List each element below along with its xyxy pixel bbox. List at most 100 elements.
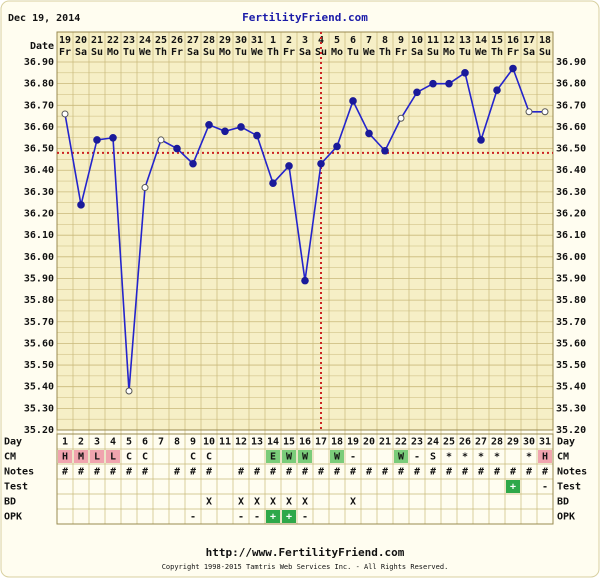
y-tick-label: 35.90: [556, 273, 586, 284]
weekday-label: Sa: [75, 47, 87, 58]
cell-text: #: [270, 467, 276, 478]
weekday-label: Tu: [123, 47, 135, 58]
day-number: 23: [411, 437, 423, 448]
copyright: Copyright 1998-2015 Tamtris Web Services…: [162, 563, 449, 571]
date-label: 24: [139, 35, 151, 46]
y-tick-label: 36.00: [24, 252, 54, 263]
temperature-point: [381, 146, 389, 155]
y-tick-label: 36.40: [24, 165, 54, 176]
y-tick-label: 36.40: [556, 165, 586, 176]
weekday-label: Su: [427, 47, 439, 58]
cell-highlight: [394, 450, 408, 463]
temperature-point: [285, 162, 293, 170]
date-label: 1: [270, 35, 276, 46]
date-label: 23: [123, 35, 135, 46]
day-number: 6: [142, 437, 148, 448]
date-label: 22: [107, 35, 119, 46]
y-tick-label: 36.20: [24, 209, 54, 220]
y-tick-label: 36.80: [24, 79, 54, 90]
day-number: 4: [110, 437, 116, 448]
weekday-label: Sa: [411, 47, 423, 58]
y-tick-label: 36.30: [556, 187, 586, 198]
weekday-label: Th: [155, 47, 167, 58]
y-tick-label: 35.90: [24, 273, 54, 284]
temperature-point: [541, 108, 549, 116]
y-tick-label: 36.90: [24, 57, 54, 68]
cell-highlight: [266, 510, 280, 523]
temperature-point: [509, 64, 517, 73]
day-number: 11: [219, 437, 231, 448]
cell-text: E: [270, 452, 276, 463]
date-label: 4: [318, 35, 324, 46]
cell-text: X: [350, 497, 356, 508]
cell-text: #: [62, 467, 68, 478]
row-label: Notes: [4, 467, 34, 478]
weekday-label: Fr: [395, 47, 407, 58]
date-label: 18: [539, 35, 551, 46]
day-number: 14: [267, 437, 279, 448]
temperature-point: [301, 276, 309, 285]
row-label: Test: [4, 482, 28, 493]
cell-text: W: [398, 452, 405, 463]
date-label: 13: [459, 35, 471, 46]
weekday-label: Tu: [459, 47, 471, 58]
y-tick-label: 36.10: [24, 230, 54, 241]
cell-text: *: [446, 452, 452, 463]
temperature-point: [125, 387, 133, 395]
cell-highlight: [538, 450, 552, 463]
cell-text: #: [78, 467, 84, 478]
y-tick-label: 35.20: [24, 425, 54, 436]
cell-text: *: [462, 452, 468, 463]
cell-text: L: [94, 452, 100, 463]
day-number: 29: [507, 437, 519, 448]
y-tick-label: 35.50: [556, 360, 586, 371]
cell-text: #: [206, 467, 212, 478]
temperature-point: [269, 179, 277, 188]
cell-text: #: [510, 467, 516, 478]
y-tick-label: 35.30: [556, 403, 586, 414]
y-tick-label: 36.80: [556, 79, 586, 90]
cell-highlight: [298, 450, 312, 463]
date-label: 8: [382, 35, 388, 46]
weekday-label: Th: [379, 47, 391, 58]
cell-text: W: [286, 452, 293, 463]
y-tick-label: 35.80: [556, 295, 586, 306]
cell-text: #: [542, 467, 548, 478]
cell-text: C: [126, 452, 132, 463]
y-tick-label: 35.50: [24, 360, 54, 371]
cell-text: X: [270, 497, 276, 508]
date-label: 3: [302, 35, 308, 46]
day-number: 20: [363, 437, 375, 448]
y-tick-label: 36.20: [556, 209, 586, 220]
date-label: 29: [219, 35, 231, 46]
weekday-label: Su: [203, 47, 215, 58]
temperature-point: [461, 69, 469, 77]
weekday-label: We: [139, 47, 151, 58]
temperature-point: [109, 133, 117, 142]
row-label: Date: [30, 41, 54, 52]
temperature-point: [237, 123, 245, 131]
y-tick-label: 36.50: [24, 144, 54, 155]
cell-text: *: [526, 452, 532, 463]
temperature-point: [253, 131, 261, 140]
y-tick-label: 36.10: [556, 230, 586, 241]
cell-text: L: [110, 452, 116, 463]
cell-text: -: [254, 512, 260, 523]
weekday-label: Mo: [107, 47, 119, 58]
temperature-point: [349, 97, 357, 105]
cell-text: +: [270, 512, 276, 523]
site-title: FertilityFriend.com: [242, 11, 368, 24]
weekday-label: We: [475, 47, 487, 58]
cell-highlight: [90, 450, 104, 463]
temperature-point: [493, 86, 501, 94]
y-tick-label: 35.70: [556, 317, 586, 328]
day-number: 21: [379, 437, 391, 448]
cell-text: +: [510, 482, 516, 493]
temperature-point: [317, 159, 325, 168]
cell-text: X: [206, 497, 212, 508]
date-label: 17: [523, 35, 535, 46]
cell-text: C: [206, 452, 212, 463]
cell-text: #: [350, 467, 356, 478]
temperature-point: [93, 136, 101, 144]
weekday-label: We: [251, 47, 263, 58]
